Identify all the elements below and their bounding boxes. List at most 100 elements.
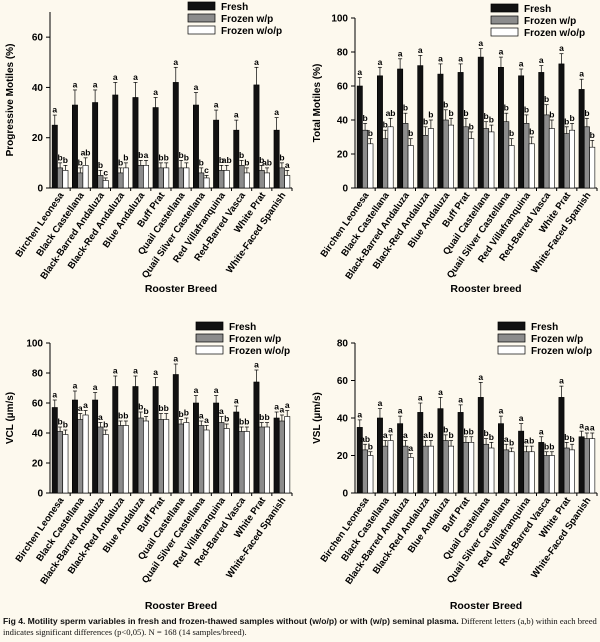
significance-letter: b	[469, 121, 474, 131]
significance-letter: a	[378, 398, 383, 408]
bar-fresh-quail-castellana	[477, 56, 484, 189]
legend-label-frozen-wop: Frozen w/o/p	[524, 28, 585, 39]
significance-letter: a	[194, 82, 199, 92]
caption-title: Motility sperm variables in fresh and fr…	[27, 616, 459, 626]
legend-swatch-fresh	[187, 1, 216, 11]
significance-letter: b	[428, 430, 433, 440]
legend-swatch-fresh	[497, 321, 526, 331]
y-tick-label: 40	[337, 414, 349, 425]
bar-frozen-wp-black-red-andaluza	[117, 172, 124, 189]
bar-fresh-black-red-andaluza	[417, 412, 424, 494]
significance-letter: a	[133, 366, 138, 376]
bar-frozen-wp-birchen-leonesa	[362, 449, 369, 494]
legend-swatch-frozen-wp	[490, 15, 519, 25]
bar-frozen-wp-white-faced-spanish	[278, 420, 285, 494]
significance-letter: b	[63, 155, 68, 165]
legend-label-frozen-wp: Frozen w/p	[229, 334, 281, 345]
bar-frozen-wop-black-barred-andaluza	[102, 180, 109, 189]
legend-label-frozen-wp: Frozen w/p	[531, 334, 583, 345]
significance-letter: a	[357, 67, 362, 77]
significance-letter: b	[489, 432, 494, 442]
y-tick-label: 80	[32, 369, 44, 380]
bar-frozen-wp-black-red-andaluza	[422, 135, 429, 189]
significance-letter: a	[478, 38, 483, 48]
significance-letter: b	[57, 417, 62, 427]
significance-letter: b	[118, 411, 123, 421]
bar-fresh-buff-prat	[457, 412, 464, 494]
bar-frozen-wop-birchen-leonesa	[62, 434, 69, 494]
bar-frozen-wop-black-castellana	[82, 414, 89, 494]
significance-letter: b	[199, 157, 204, 167]
significance-letter: b	[408, 128, 413, 138]
significance-letter: a	[478, 372, 483, 382]
significance-letter: a	[579, 69, 584, 79]
significance-letter: a	[153, 367, 158, 377]
significance-letter: b	[584, 108, 589, 118]
significance-letter: a	[153, 87, 158, 97]
significance-letter: a	[418, 393, 423, 403]
bar-frozen-wop-quail-castellana	[488, 447, 495, 494]
significance-letter: b	[549, 110, 554, 120]
legend-label-frozen-wop: Frozen w/o/p	[229, 346, 290, 357]
bar-frozen-wp-blue-andaluza	[137, 165, 144, 189]
bar-frozen-wop-white-faced-spanish	[284, 175, 291, 189]
bar-frozen-wop-buff-prat	[468, 138, 475, 189]
significance-letter: a	[52, 105, 57, 115]
significance-letter: a	[559, 43, 564, 53]
bar-fresh-red-villafranquina	[518, 75, 525, 189]
significance-letter: a	[499, 406, 504, 416]
bar-frozen-wp-quail-castellana	[178, 167, 185, 189]
y-tick-label: 0	[342, 489, 348, 500]
significance-letter: b	[143, 406, 148, 416]
significance-letter: a	[93, 382, 98, 392]
bar-frozen-wop-buff-prat	[163, 419, 170, 494]
y-axis-label: Progressive Motiles (%)	[5, 44, 16, 157]
significance-letter: a	[194, 385, 199, 395]
bar-fresh-red-villafranquina	[213, 402, 220, 494]
y-tick-label: 80	[337, 339, 349, 350]
bar-frozen-wp-white-prat	[563, 133, 570, 189]
significance-letter: b	[184, 152, 189, 162]
caption-label: Fig 4.	[3, 616, 26, 626]
bar-fresh-black-barred-andaluza	[92, 102, 99, 189]
y-tick-label: 60	[337, 82, 349, 93]
y-axis-label: VSL (µm/s)	[312, 392, 323, 444]
bar-frozen-wop-blue-andaluza	[143, 165, 149, 189]
significance-letter: a	[280, 405, 285, 415]
significance-letter: b	[483, 111, 488, 121]
y-tick-label: 40	[32, 83, 44, 94]
bar-frozen-wp-buff-prat	[157, 167, 164, 189]
bar-frozen-wp-red-villafranquina	[218, 422, 225, 494]
legend-label-frozen-wp: Frozen w/p	[524, 16, 576, 27]
bar-frozen-wop-white-prat	[264, 426, 270, 494]
significance-letter: a	[585, 423, 590, 433]
bar-fresh-quail-castellana	[172, 374, 179, 494]
bar-fresh-black-barred-andaluza	[92, 399, 99, 494]
bar-frozen-wop-white-faced-spanish	[589, 146, 596, 189]
bar-frozen-wop-red-barred-vasca	[243, 172, 250, 189]
significance-letter: a	[204, 415, 209, 425]
figure-caption: Fig 4. Motility sperm variables in fresh…	[3, 616, 597, 638]
significance-letter: b	[403, 103, 408, 113]
bar-frozen-wp-black-red-andaluza	[117, 425, 124, 494]
y-tick-label: 0	[37, 184, 43, 195]
bar-fresh-quail-castellana	[477, 397, 484, 494]
bar-frozen-wp-blue-andaluza	[442, 440, 449, 494]
bar-fresh-white-prat	[253, 381, 260, 494]
significance-letter: a	[73, 381, 78, 391]
bar-frozen-wop-quail-silver-castellana	[203, 177, 210, 189]
bar-frozen-wop-red-barred-vasca	[548, 128, 555, 189]
significance-letter: a	[519, 59, 524, 69]
bar-frozen-wop-white-prat	[264, 172, 270, 189]
y-tick-label: 0	[342, 184, 348, 195]
significance-letter: b	[138, 402, 143, 412]
bar-frozen-wp-white-faced-spanish	[278, 167, 285, 189]
legend-label-fresh: Fresh	[221, 2, 248, 13]
bar-frozen-wp-red-barred-vasca	[543, 455, 550, 494]
significance-letter: a	[285, 400, 290, 410]
legend-label-frozen-wp: Frozen w/p	[221, 14, 273, 25]
